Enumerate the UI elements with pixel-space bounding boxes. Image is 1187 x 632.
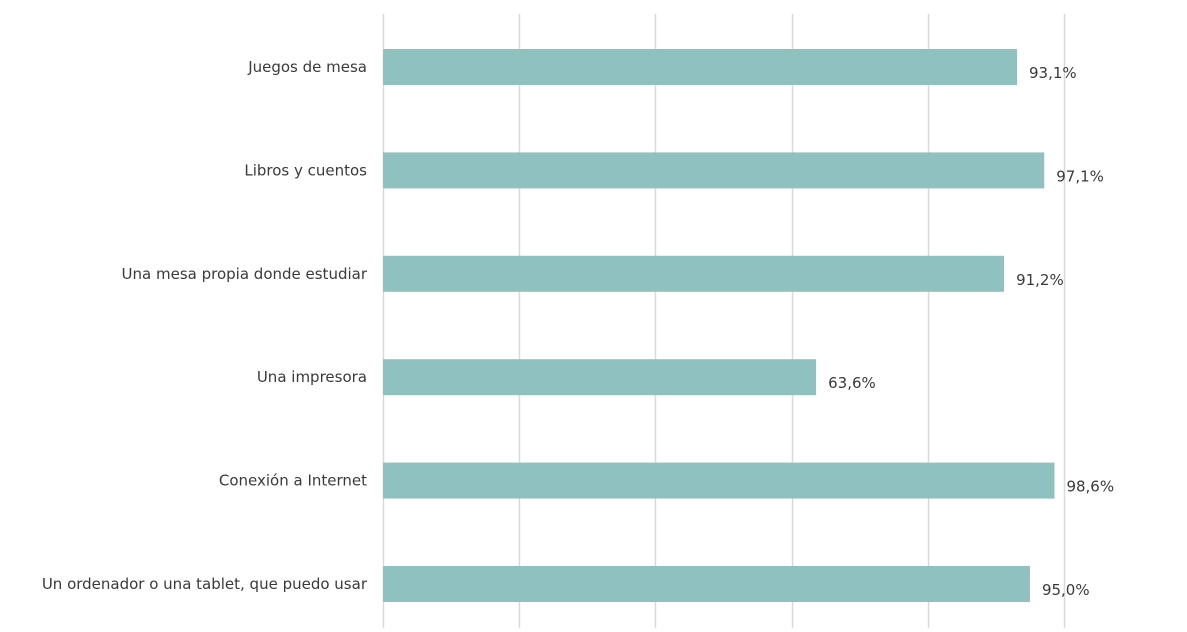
value-label: 97,1% xyxy=(1056,167,1104,185)
category-label: Libros y cuentos xyxy=(244,161,367,179)
category-label: Una mesa propia donde estudiar xyxy=(122,265,368,283)
bar xyxy=(383,152,1045,189)
bar xyxy=(383,49,1018,85)
value-label: 95,0% xyxy=(1042,581,1090,599)
bar xyxy=(383,566,1030,602)
category-label: Conexión a Internet xyxy=(219,472,367,490)
value-label: 63,6% xyxy=(828,374,876,392)
category-labels: Juegos de mesa Libros y cuentos Una mesa p… xyxy=(42,58,368,593)
bars xyxy=(383,49,1055,602)
value-label: 93,1% xyxy=(1029,64,1077,82)
bar xyxy=(383,462,1055,499)
category-label: Una impresora xyxy=(257,368,367,386)
value-label: 91,2% xyxy=(1016,271,1064,289)
bar xyxy=(383,255,1005,292)
value-labels: 93,1% 97,1% 91,2% 63,6% 98,6% 95,0% xyxy=(828,64,1114,599)
value-label: 98,6% xyxy=(1066,478,1114,496)
category-label: Un ordenador o una tablet, que puedo usa… xyxy=(42,575,368,593)
bar xyxy=(383,359,817,396)
gridlines xyxy=(382,14,1066,628)
category-label: Juegos de mesa xyxy=(247,58,367,76)
